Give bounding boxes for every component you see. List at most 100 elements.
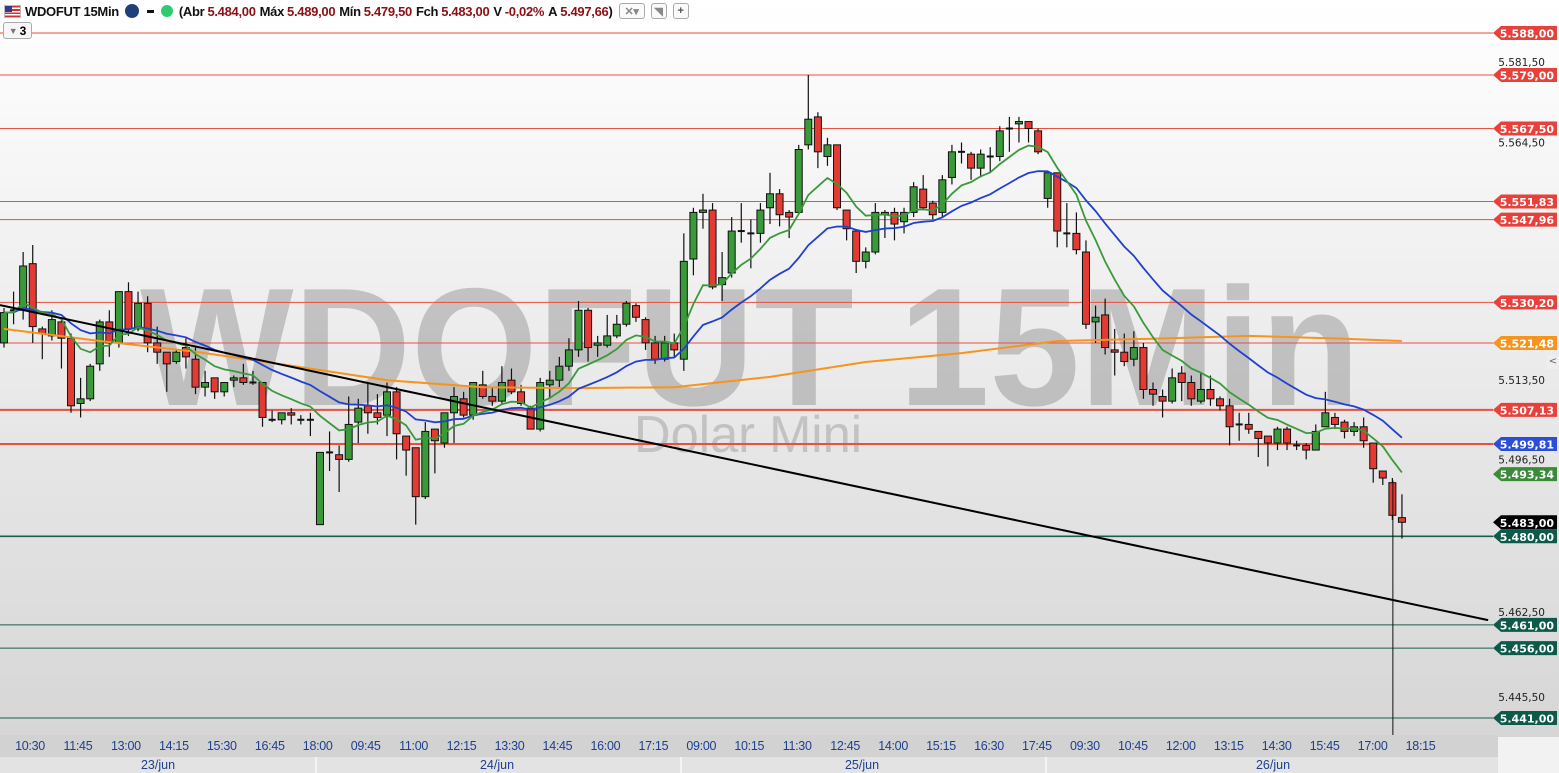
price-tag: 5.551,83	[1493, 194, 1557, 209]
candle	[842, 209, 851, 241]
candle-body	[660, 342, 669, 360]
candle	[641, 317, 650, 350]
candle	[162, 351, 171, 392]
candle-body	[287, 412, 296, 416]
chart-header: WDOFUT 15Min (Abr 5.484,00 Máx 5.489,00 Mí…	[0, 2, 689, 20]
time-label: 16:00	[590, 739, 621, 753]
candle	[411, 447, 420, 525]
candle	[775, 189, 784, 227]
candle-body	[1206, 388, 1215, 400]
candle	[421, 422, 430, 499]
candle-body	[986, 155, 994, 158]
price-tag-shape	[1493, 67, 1557, 82]
candle-body	[555, 365, 564, 381]
candle-body	[1254, 430, 1263, 439]
date-axis[interactable]: 23/jun 24/jun 25/jun 26/jun	[0, 757, 1498, 773]
price-tag: 5.493,34	[1493, 467, 1557, 482]
candle-body	[344, 423, 353, 460]
candle-body	[612, 323, 621, 337]
candle	[1311, 424, 1320, 451]
candle	[1053, 172, 1062, 248]
candle-body	[172, 351, 181, 363]
candle-body	[747, 232, 755, 235]
candle	[335, 445, 344, 493]
candle-body	[488, 395, 497, 402]
candle	[804, 74, 813, 150]
drawing-tools-button[interactable]: ✕▾	[618, 3, 645, 19]
candle	[1187, 375, 1196, 406]
day-label: 24/jun	[479, 758, 515, 772]
price-tag-shape	[1493, 335, 1557, 350]
candle-body	[478, 384, 487, 397]
candle-body	[86, 365, 95, 400]
price-tag-shape	[1493, 515, 1557, 530]
candle-body	[1177, 372, 1186, 383]
candle	[823, 137, 832, 166]
time-label: 10:15	[734, 739, 765, 753]
corner-toggle-button[interactable]: ◥	[650, 3, 667, 19]
candle	[0, 307, 8, 348]
candle-body	[57, 321, 66, 339]
candle-body	[1244, 423, 1253, 430]
candle-body	[804, 118, 813, 146]
candle	[124, 282, 133, 336]
candle	[478, 370, 487, 399]
symbol-title[interactable]: WDOFUT 15Min	[25, 3, 119, 19]
candle	[1293, 440, 1301, 451]
candle	[76, 377, 85, 418]
price-tag-label: 5.567,50	[1500, 123, 1555, 136]
price-chart[interactable]: WDOFUT 15Min Dolar Mini 5.581,50 5.564,50…	[0, 0, 1559, 737]
candle	[1177, 366, 1186, 402]
candle	[756, 203, 765, 243]
chevron-left-icon: <	[1548, 356, 1558, 367]
price-tag-label: 5.493,34	[1500, 469, 1555, 482]
time-label: 18:00	[302, 739, 333, 753]
candle	[1330, 412, 1339, 430]
collapse-axis-button[interactable]: <	[1547, 355, 1559, 369]
candle	[258, 382, 267, 427]
price-tag: 5.547,96	[1493, 212, 1557, 227]
candle	[976, 149, 985, 178]
candle-body	[1053, 172, 1062, 232]
candle	[1378, 470, 1387, 486]
candle	[1014, 116, 1023, 143]
candle	[1254, 430, 1263, 458]
candle-body	[517, 391, 526, 404]
candle-body	[1168, 377, 1177, 402]
candle	[210, 377, 219, 399]
candle-body	[995, 130, 1004, 157]
price-tag-label: 5.461,00	[1500, 619, 1555, 632]
candle	[1091, 305, 1100, 343]
price-levels	[0, 32, 1493, 719]
candle-body	[1129, 347, 1138, 360]
candle-body	[890, 211, 899, 225]
studies-toggle-button[interactable]: ▼ 3	[3, 22, 32, 39]
candle-body	[210, 377, 219, 393]
time-label: 13:00	[111, 739, 141, 753]
candle-body	[813, 116, 822, 153]
add-button[interactable]: +	[672, 3, 689, 19]
price-tag-shape	[1493, 711, 1557, 726]
minus-icon[interactable]	[146, 9, 154, 13]
candle	[497, 366, 506, 404]
candle-body	[95, 321, 104, 365]
candle	[201, 370, 210, 397]
average-label: A	[548, 3, 558, 19]
price-tag-label: 5.530,20	[1500, 297, 1555, 310]
candle-body	[363, 405, 372, 414]
price-tag-label: 5.441,00	[1500, 713, 1555, 726]
price-tag-label: 5.499,81	[1500, 438, 1554, 451]
price-tag-shape	[1493, 467, 1557, 482]
candle-body	[689, 211, 698, 260]
candle-body	[315, 451, 324, 526]
candle-body	[1263, 435, 1272, 444]
candle	[555, 356, 564, 388]
average-value: 5.497,66	[560, 3, 609, 19]
candle-body	[306, 418, 314, 421]
time-axis[interactable]: 10:30 11:45 13:00 14:15 15:30 16:45 18:00 09:45…	[0, 735, 1498, 757]
time-label: 10:30	[15, 739, 45, 753]
candle-body	[861, 251, 870, 262]
candle-body	[947, 151, 956, 178]
candle	[1321, 391, 1330, 428]
candle	[287, 408, 296, 425]
